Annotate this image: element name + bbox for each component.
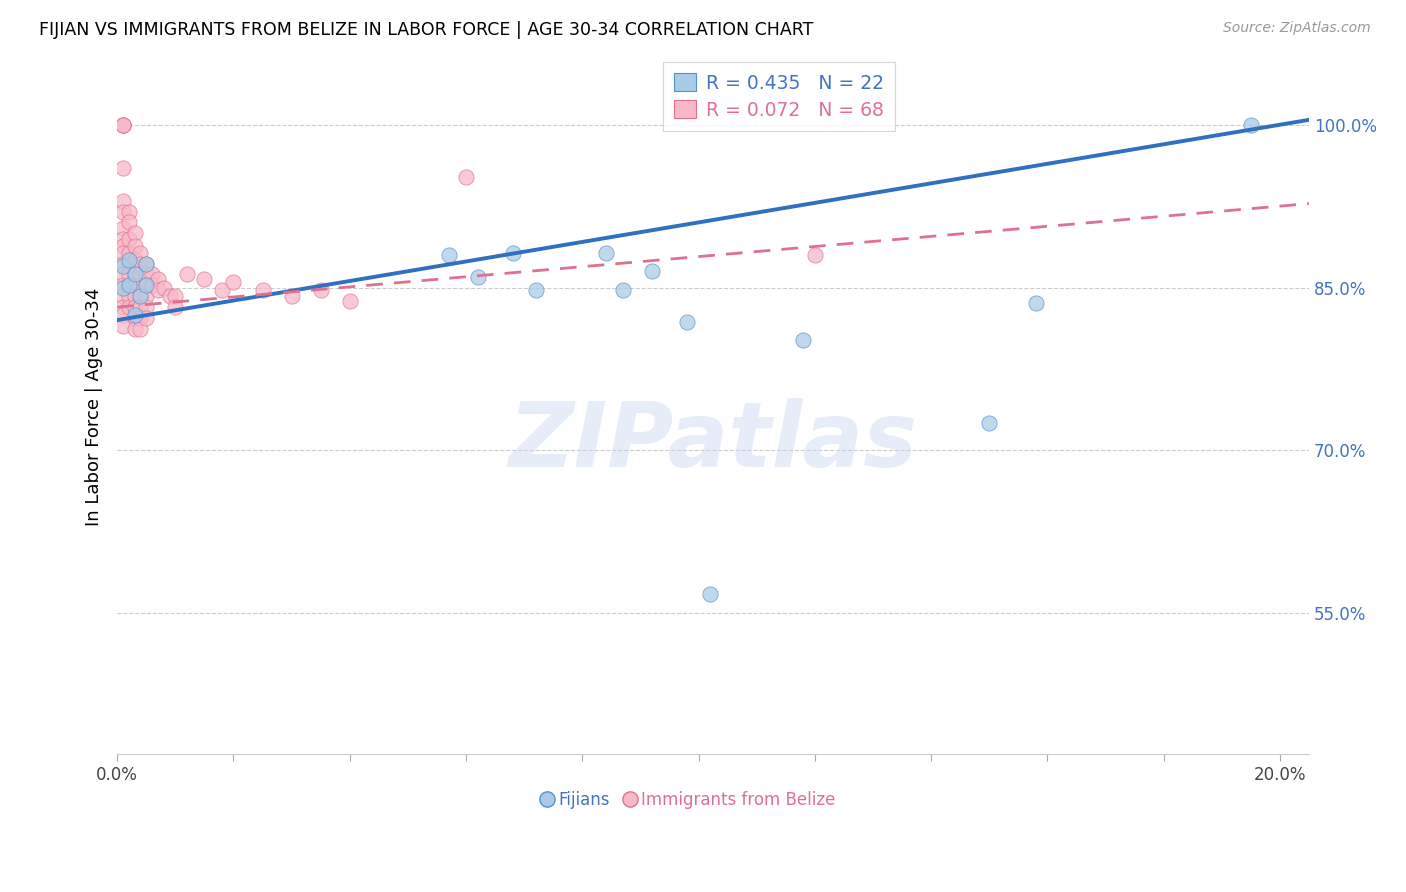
Point xyxy=(437,248,460,262)
Legend: Fijians, Immigrants from Belize: Fijians, Immigrants from Belize xyxy=(536,784,842,815)
Point xyxy=(641,264,664,278)
Point xyxy=(135,310,157,325)
Y-axis label: In Labor Force | Age 30-34: In Labor Force | Age 30-34 xyxy=(86,288,103,526)
Text: Source: ZipAtlas.com: Source: ZipAtlas.com xyxy=(1223,21,1371,36)
Point xyxy=(118,232,141,246)
Point xyxy=(111,118,134,132)
Point xyxy=(141,278,163,293)
Point xyxy=(124,308,146,322)
Point xyxy=(111,204,134,219)
Point xyxy=(129,310,152,325)
Point xyxy=(135,268,157,282)
Point xyxy=(111,268,134,282)
Point xyxy=(111,118,134,132)
Point xyxy=(129,268,152,282)
Point xyxy=(129,245,152,260)
Point xyxy=(118,253,141,268)
Point xyxy=(118,300,141,314)
Point xyxy=(135,278,157,293)
Point xyxy=(124,268,146,282)
Point xyxy=(699,586,721,600)
Point xyxy=(129,322,152,336)
Point xyxy=(193,272,215,286)
Point xyxy=(595,245,617,260)
Point xyxy=(111,245,134,260)
Point xyxy=(165,289,187,303)
Point xyxy=(118,278,141,293)
Text: FIJIAN VS IMMIGRANTS FROM BELIZE IN LABOR FORCE | AGE 30-34 CORRELATION CHART: FIJIAN VS IMMIGRANTS FROM BELIZE IN LABO… xyxy=(39,21,814,39)
Point xyxy=(1240,118,1263,132)
Point xyxy=(118,204,141,219)
Point xyxy=(467,269,489,284)
Point xyxy=(152,280,174,294)
Point xyxy=(135,289,157,303)
Point xyxy=(176,268,198,282)
Point xyxy=(124,268,146,282)
Point xyxy=(141,268,163,282)
Point xyxy=(118,215,141,229)
Point xyxy=(118,289,141,303)
Point xyxy=(124,253,146,268)
Point xyxy=(124,226,146,240)
Point xyxy=(129,300,152,314)
Point xyxy=(146,283,169,297)
Point xyxy=(135,257,157,271)
Point xyxy=(118,257,141,271)
Point xyxy=(111,194,134,208)
Point xyxy=(111,280,134,294)
Point xyxy=(252,283,274,297)
Point xyxy=(118,268,141,282)
Point xyxy=(146,272,169,286)
Point xyxy=(792,333,814,347)
Point xyxy=(111,318,134,333)
Point xyxy=(165,300,187,314)
Point xyxy=(280,289,302,303)
Point xyxy=(129,289,152,303)
Point xyxy=(135,278,157,293)
Point xyxy=(135,300,157,314)
Point xyxy=(309,283,332,297)
Point xyxy=(111,239,134,253)
Point xyxy=(124,289,146,303)
Point xyxy=(111,118,134,132)
Point xyxy=(124,278,146,293)
Point xyxy=(124,322,146,336)
Point xyxy=(111,232,134,246)
Point xyxy=(118,245,141,260)
Point xyxy=(124,239,146,253)
Point xyxy=(111,257,134,271)
Point xyxy=(979,416,1001,430)
Point xyxy=(124,310,146,325)
Point xyxy=(111,259,134,273)
Point xyxy=(339,293,361,308)
Point xyxy=(612,283,634,297)
Point xyxy=(129,278,152,293)
Point xyxy=(222,275,245,289)
Point xyxy=(111,289,134,303)
Point xyxy=(502,245,524,260)
Point xyxy=(111,161,134,175)
Point xyxy=(129,289,152,303)
Point xyxy=(129,257,152,271)
Point xyxy=(111,300,134,314)
Point xyxy=(135,257,157,271)
Point xyxy=(524,283,547,297)
Point xyxy=(159,289,181,303)
Point xyxy=(111,308,134,322)
Point xyxy=(211,283,233,297)
Point xyxy=(118,278,141,293)
Point xyxy=(1025,295,1047,310)
Point xyxy=(676,315,699,329)
Point xyxy=(111,220,134,235)
Point xyxy=(111,118,134,132)
Point xyxy=(111,278,134,293)
Point xyxy=(454,169,477,184)
Point xyxy=(124,300,146,314)
Text: ZIPatlas: ZIPatlas xyxy=(509,398,918,485)
Point xyxy=(804,248,827,262)
